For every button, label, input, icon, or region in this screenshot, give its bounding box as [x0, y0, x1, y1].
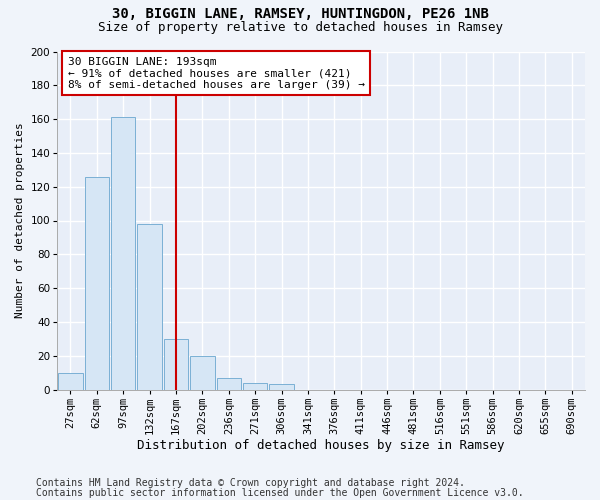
Bar: [243, 382, 267, 390]
Text: 30, BIGGIN LANE, RAMSEY, HUNTINGDON, PE26 1NB: 30, BIGGIN LANE, RAMSEY, HUNTINGDON, PE2…: [112, 8, 488, 22]
Text: Contains public sector information licensed under the Open Government Licence v3: Contains public sector information licen…: [36, 488, 524, 498]
Bar: [190, 356, 215, 390]
Bar: [269, 384, 293, 390]
Bar: [85, 176, 109, 390]
Text: 30 BIGGIN LANE: 193sqm
← 91% of detached houses are smaller (421)
8% of semi-det: 30 BIGGIN LANE: 193sqm ← 91% of detached…: [68, 56, 365, 90]
Bar: [217, 378, 241, 390]
Bar: [164, 339, 188, 390]
Bar: [111, 118, 136, 390]
Bar: [58, 372, 83, 390]
Text: Size of property relative to detached houses in Ramsey: Size of property relative to detached ho…: [97, 21, 503, 34]
Y-axis label: Number of detached properties: Number of detached properties: [15, 122, 25, 318]
Bar: [137, 224, 162, 390]
X-axis label: Distribution of detached houses by size in Ramsey: Distribution of detached houses by size …: [137, 440, 505, 452]
Text: Contains HM Land Registry data © Crown copyright and database right 2024.: Contains HM Land Registry data © Crown c…: [36, 478, 465, 488]
